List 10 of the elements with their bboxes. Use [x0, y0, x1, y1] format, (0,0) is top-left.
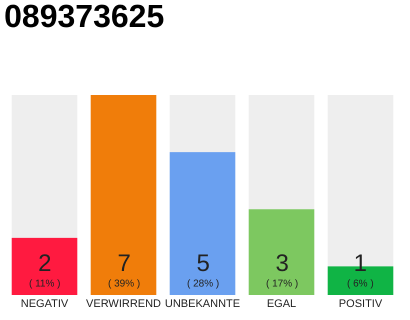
- x-tick-label: VERWIRREND: [86, 298, 162, 310]
- chart-title: 089373625: [4, 0, 164, 34]
- data-label: 7 ( 39% ): [108, 250, 140, 290]
- data-label: 2 ( 11% ): [29, 250, 60, 290]
- x-tick-label: NEGATIV: [20, 298, 69, 310]
- x-tick-label: EGAL: [266, 298, 296, 310]
- data-label: 5 ( 28% ): [187, 250, 220, 290]
- data-label: 3 ( 17% ): [266, 250, 298, 290]
- x-tick-label: POSITIV: [338, 298, 383, 310]
- x-tick-label: UNBEKANNTE: [164, 298, 240, 310]
